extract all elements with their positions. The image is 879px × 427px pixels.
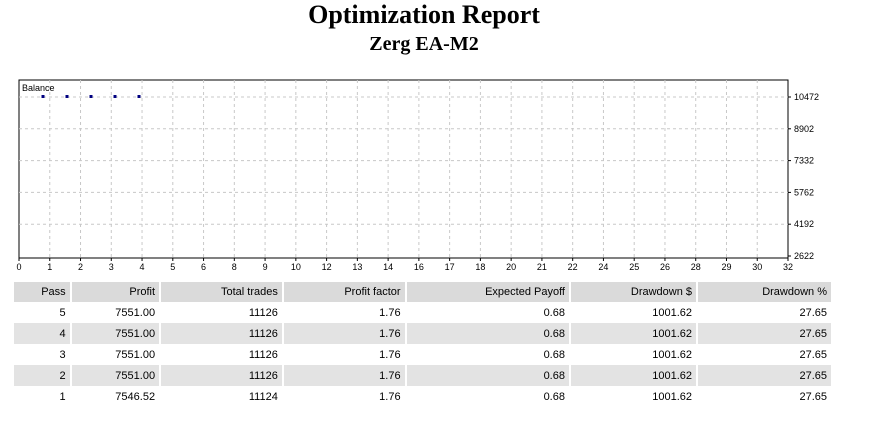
x-tick-label: 12 [322, 262, 332, 272]
x-tick-label: 0 [16, 262, 21, 272]
x-tick-label: 18 [475, 262, 485, 272]
cell-pass: 4 [14, 323, 72, 344]
header-expected-payoff: Expected Payoff [405, 282, 571, 302]
cell-total-trades: 11126 [160, 323, 284, 344]
cell-pass: 1 [14, 386, 72, 407]
x-tick-label: 32 [783, 262, 793, 272]
cell-expected-payoff: 0.68 [405, 386, 571, 407]
x-tick-label: 13 [352, 262, 362, 272]
header-drawdown-percent: Drawdown % [697, 282, 833, 302]
x-tick-label: 25 [629, 262, 639, 272]
table-row: 2 7551.00 11126 1.76 0.68 1001.62 27.65 [14, 365, 833, 386]
x-tick-label: 6 [201, 262, 206, 272]
cell-total-trades: 11126 [160, 365, 284, 386]
cell-pass: 5 [14, 302, 72, 323]
cell-drawdown-percent: 27.65 [697, 344, 833, 365]
x-tick-label: 2 [78, 262, 83, 272]
cell-expected-payoff: 0.68 [405, 302, 571, 323]
table-row: 3 7551.00 11126 1.76 0.68 1001.62 27.65 [14, 344, 833, 365]
cell-profit-factor: 1.76 [282, 302, 407, 323]
cell-drawdown-dollars: 1001.62 [569, 365, 699, 386]
x-tick-label: 29 [721, 262, 731, 272]
x-tick-label: 8 [232, 262, 237, 272]
y-tick-label: 8902 [794, 124, 814, 134]
x-tick-label: 9 [263, 262, 268, 272]
cell-total-trades: 11124 [160, 386, 284, 407]
cell-expected-payoff: 0.68 [405, 344, 571, 365]
cell-profit: 7546.52 [70, 386, 162, 407]
x-tick-label: 10 [291, 262, 301, 272]
cell-drawdown-percent: 27.65 [697, 386, 833, 407]
table-header-row: Pass Profit Total trades Profit factor E… [14, 282, 833, 302]
cell-pass: 2 [14, 365, 72, 386]
header-profit: Profit [70, 282, 162, 302]
cell-profit: 7551.00 [70, 302, 162, 323]
x-tick-label: 28 [691, 262, 701, 272]
x-tick-label: 22 [568, 262, 578, 272]
x-tick-label: 30 [752, 262, 762, 272]
results-table: Pass Profit Total trades Profit factor E… [14, 282, 833, 407]
plot-frame [18, 79, 789, 259]
cell-expected-payoff: 0.68 [405, 323, 571, 344]
cell-drawdown-percent: 27.65 [697, 302, 833, 323]
cell-profit-factor: 1.76 [282, 365, 407, 386]
cell-drawdown-percent: 27.65 [697, 365, 833, 386]
x-tick-label: 17 [445, 262, 455, 272]
cell-total-trades: 11126 [160, 302, 284, 323]
cell-drawdown-dollars: 1001.62 [569, 323, 699, 344]
data-point [137, 95, 141, 98]
cell-pass: 3 [14, 344, 72, 365]
cell-total-trades: 11126 [160, 344, 284, 365]
cell-profit: 7551.00 [70, 365, 162, 386]
x-tick-label: 24 [598, 262, 608, 272]
x-tick-label: 5 [170, 262, 175, 272]
header-drawdown-dollars: Drawdown $ [569, 282, 699, 302]
report-subtitle: Zerg EA-M2 [369, 33, 479, 55]
cell-profit: 7551.00 [70, 344, 162, 365]
chart-legend: Balance [22, 83, 55, 93]
header-profit-factor: Profit factor [282, 282, 407, 302]
cell-profit-factor: 1.76 [282, 386, 407, 407]
y-tick-label: 5762 [794, 187, 814, 197]
cell-profit-factor: 1.76 [282, 323, 407, 344]
x-tick-label: 16 [414, 262, 424, 272]
x-tick-label: 3 [109, 262, 114, 272]
data-point [113, 95, 117, 98]
x-tick-label: 21 [537, 262, 547, 272]
cell-drawdown-dollars: 1001.62 [569, 386, 699, 407]
x-tick-label: 20 [506, 262, 516, 272]
cell-drawdown-dollars: 1001.62 [569, 344, 699, 365]
header-pass: Pass [14, 282, 72, 302]
y-tick-label: 2622 [794, 251, 814, 261]
x-tick-label: 1 [47, 262, 52, 272]
y-tick-label: 7332 [794, 156, 814, 166]
header-total-trades: Total trades [160, 282, 284, 302]
cell-profit: 7551.00 [70, 323, 162, 344]
table-row: 1 7546.52 11124 1.76 0.68 1001.62 27.65 [14, 386, 833, 407]
cell-profit-factor: 1.76 [282, 344, 407, 365]
cell-drawdown-percent: 27.65 [697, 323, 833, 344]
data-point [65, 95, 69, 98]
cell-expected-payoff: 0.68 [405, 365, 571, 386]
x-tick-label: 14 [383, 262, 393, 272]
y-tick-label: 4192 [794, 219, 814, 229]
data-point [41, 95, 45, 98]
x-tick-label: 26 [660, 262, 670, 272]
table-row: 5 7551.00 11126 1.76 0.68 1001.62 27.65 [14, 302, 833, 323]
cell-drawdown-dollars: 1001.62 [569, 302, 699, 323]
data-point [89, 95, 93, 98]
y-tick-label: 10472 [794, 92, 819, 102]
balance-chart: 0 1 2 3 4 5 6 8 9 10 12 13 14 16 17 18 20 21 22 24 25 26 28 29 3… [16, 79, 819, 272]
report-title: Optimization Report [308, 0, 540, 29]
table-row: 4 7551.00 11126 1.76 0.68 1001.62 27.65 [14, 323, 833, 344]
x-tick-label: 4 [140, 262, 145, 272]
